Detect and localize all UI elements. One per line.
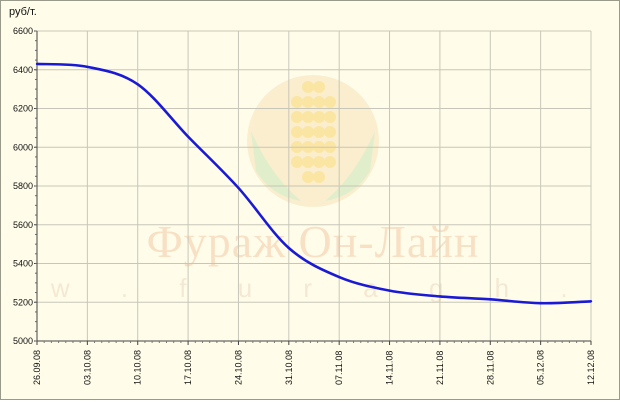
y-tick-label: 5600 (13, 220, 33, 230)
x-tick-label: 14.11.08 (385, 351, 395, 385)
data-point (388, 289, 391, 292)
watermark-grain-dot (324, 156, 336, 168)
watermark-logo-leaf-left (251, 131, 301, 201)
watermark-grain-dot (313, 111, 325, 123)
data-point (86, 65, 89, 69)
data-point (136, 83, 139, 86)
data-point (186, 135, 190, 138)
x-tick-label: 05.12.08 (536, 350, 546, 385)
watermark-grain-dot (313, 171, 325, 183)
data-point (589, 300, 593, 303)
y-tick-label: 5000 (13, 336, 33, 346)
watermark-grain-dot (302, 81, 314, 93)
watermark-url: w w w . f u r a g h . r u (1, 273, 619, 303)
watermark-grain-dot (302, 126, 314, 138)
watermark-grain-dot (291, 96, 303, 108)
x-tick-label: 28.11.08 (485, 351, 495, 385)
x-tick-label: 26.09.08 (32, 350, 42, 385)
x-tick-label: 21.11.08 (435, 351, 445, 385)
watermark-grain-dot (324, 111, 336, 123)
series-group (35, 62, 593, 305)
watermark-grain-dot (291, 156, 303, 168)
watermark-logo-circle (247, 75, 379, 207)
watermark-grain-dot (302, 171, 314, 183)
data-point (35, 62, 39, 66)
x-tick-label: 24.10.08 (233, 350, 243, 385)
watermark-grain-dot (302, 111, 314, 123)
watermark-grain-dot (313, 96, 325, 108)
watermark-grain-dot (291, 111, 303, 123)
y-tick-label: 5800 (13, 181, 33, 191)
y-tick-label: 5400 (13, 259, 33, 269)
y-tick-label: 6400 (13, 65, 33, 75)
data-point (337, 275, 341, 279)
y-axis-unit-label: руб/т. (9, 6, 37, 18)
x-axis-ticks: 26.09.08 03.10.08 10.10.08 17.10.08 24.10.08… (32, 341, 596, 385)
watermark-grain-dot (302, 96, 314, 108)
x-tick-label: 31.10.08 (284, 350, 294, 385)
watermark-grain-dot (313, 81, 325, 93)
y-tick-label: 5200 (13, 297, 33, 307)
watermark-logo-grain (291, 81, 336, 183)
watermark: Фураж Он-Лайн w w w . f u r a g h . r u (0, 75, 620, 303)
watermark-grain-dot (324, 126, 336, 138)
y-tick-label: 6000 (13, 142, 33, 152)
x-tick-label: 10.10.08 (133, 350, 143, 385)
data-point (237, 186, 240, 190)
watermark-brand: Фураж Он-Лайн (146, 216, 479, 267)
x-tick-label: 07.11.08 (334, 351, 344, 385)
data-point (438, 295, 442, 298)
data-point (539, 302, 542, 305)
x-tick-label: 12.12.08 (586, 350, 596, 385)
watermark-grain-dot (291, 126, 303, 138)
x-tick-label: 17.10.08 (183, 350, 193, 385)
data-point (489, 298, 492, 301)
y-axis-ticks: 5000 5200 5400 5600 5800 6000 6200 6400 6600 (13, 26, 37, 346)
watermark-grain-dot (302, 156, 314, 168)
y-tick-label: 6200 (13, 104, 33, 114)
y-tick-label: 6600 (13, 26, 33, 36)
watermark-grain-dot (313, 156, 325, 168)
watermark-grain-dot (324, 96, 336, 108)
watermark-logo-leaf-right (325, 131, 375, 201)
x-tick-label: 03.10.08 (82, 350, 92, 385)
data-point (287, 246, 291, 250)
watermark-grain-dot (313, 126, 325, 138)
